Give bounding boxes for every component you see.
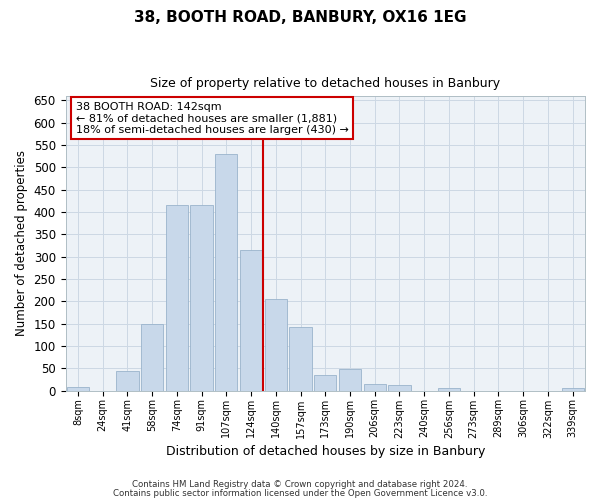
Bar [339,369,361,390]
Bar [215,154,238,390]
Bar [240,250,262,390]
Text: Contains public sector information licensed under the Open Government Licence v3: Contains public sector information licen… [113,489,487,498]
Bar [314,375,337,390]
Bar [438,388,460,390]
Text: 38 BOOTH ROAD: 142sqm
← 81% of detached houses are smaller (1,881)
18% of semi-d: 38 BOOTH ROAD: 142sqm ← 81% of detached … [76,102,349,135]
Bar [116,371,139,390]
Y-axis label: Number of detached properties: Number of detached properties [15,150,28,336]
Title: Size of property relative to detached houses in Banbury: Size of property relative to detached ho… [150,78,500,90]
Bar [265,299,287,390]
Bar [364,384,386,390]
Bar [388,384,410,390]
Bar [67,387,89,390]
Bar [562,388,584,390]
X-axis label: Distribution of detached houses by size in Banbury: Distribution of detached houses by size … [166,444,485,458]
Bar [289,326,311,390]
Text: Contains HM Land Registry data © Crown copyright and database right 2024.: Contains HM Land Registry data © Crown c… [132,480,468,489]
Text: 38, BOOTH ROAD, BANBURY, OX16 1EG: 38, BOOTH ROAD, BANBURY, OX16 1EG [134,10,466,25]
Bar [190,205,213,390]
Bar [166,205,188,390]
Bar [141,324,163,390]
